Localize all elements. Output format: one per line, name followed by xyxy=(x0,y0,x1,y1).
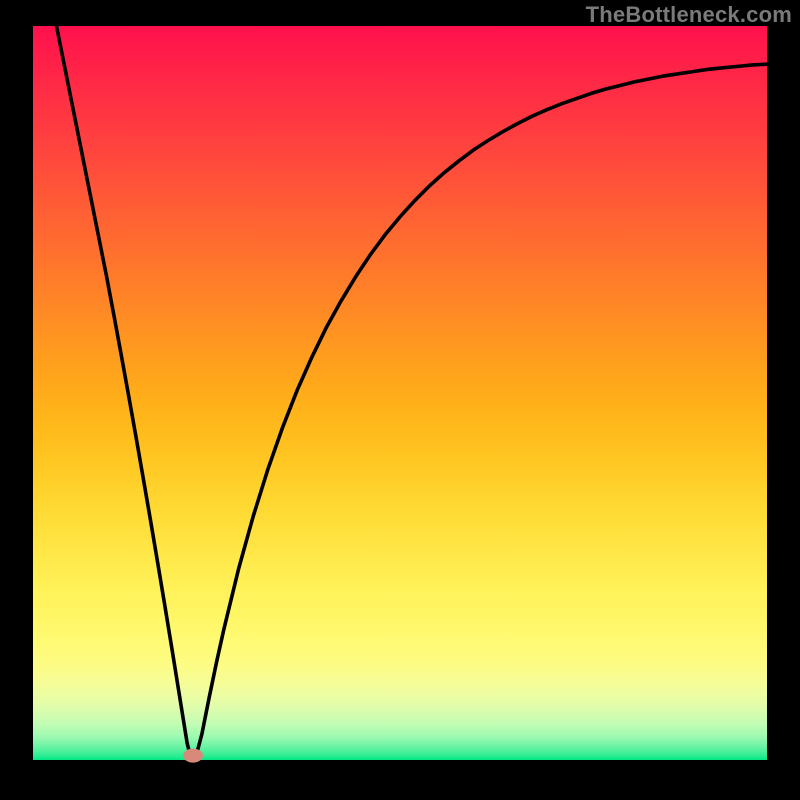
chart-plot-background xyxy=(33,26,767,760)
watermark-text: TheBottleneck.com xyxy=(586,2,792,28)
minimum-marker xyxy=(183,749,203,763)
chart-container: TheBottleneck.com xyxy=(0,0,800,800)
bottleneck-chart xyxy=(0,0,800,800)
